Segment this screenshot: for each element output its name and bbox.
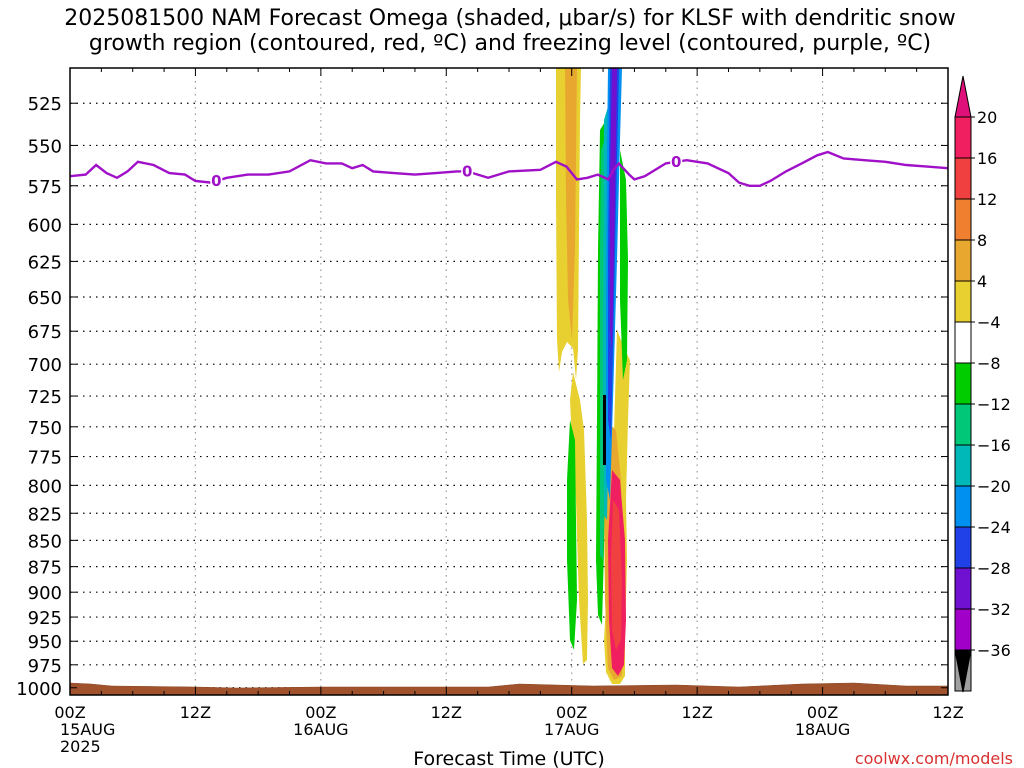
y-tick-label-950: 950 (28, 632, 62, 653)
chart-title: 2025081500 NAM Forecast Omega (shaded, μ… (0, 6, 1020, 56)
colorbar-label-11: −28 (977, 559, 1011, 578)
freezing-level-label-2: 0 (671, 153, 681, 171)
y-tick-label-575: 575 (28, 177, 62, 198)
colorbar-bottom-arrow (954, 649, 972, 693)
colorbar-swatch-5 (954, 321, 972, 364)
omega-region-red-core (611, 500, 622, 650)
x-tick-label-7-1: 12Z (932, 703, 963, 722)
y-tick-label-850: 850 (28, 531, 62, 552)
colorbar-label-6: −8 (977, 354, 1001, 373)
colorbar-swatch-10 (954, 526, 972, 569)
y-tick-label-775: 775 (28, 448, 62, 469)
colorbar-top-arrow (954, 75, 972, 118)
x-tick-label-4-1: 00Z (556, 703, 587, 722)
colorbar-swatch-2 (954, 198, 972, 241)
colorbar-swatch-11 (954, 567, 972, 610)
x-tick-label-0-2: 15AUG (60, 720, 115, 739)
y-tick-label-525: 525 (28, 94, 62, 115)
colorbar: 20 16 12 8 4 −4 −8 −12 −16 −20 −24 −28 −32 −36 (954, 75, 1011, 693)
y-tick-label-800: 800 (28, 476, 62, 497)
colorbar-swatch-6 (954, 362, 972, 405)
y-tick-label-875: 875 (28, 558, 62, 579)
credit-text: coolwx.com/models (855, 749, 1013, 768)
omega-region-orange-core (565, 68, 577, 340)
colorbar-label-1: 16 (977, 149, 997, 168)
x-tick-label-3-1: 12Z (431, 703, 462, 722)
colorbar-label-9: −20 (977, 477, 1011, 496)
y-tick-label-750: 750 (28, 418, 62, 439)
y-tick-label-675: 675 (28, 322, 62, 343)
freezing-label-bg-2 (670, 152, 683, 169)
y-tick-label-600: 600 (28, 215, 62, 236)
x-tick-label-2-2: 16AUG (293, 720, 348, 739)
x-tick-label-5-1: 12Z (681, 703, 712, 722)
plot-area (70, 68, 948, 695)
colorbar-label-4: 4 (977, 272, 987, 291)
omega-region-green-right (620, 150, 628, 380)
x-tick-label-4-2: 17AUG (544, 720, 599, 739)
y-tick-label-625: 625 (28, 252, 62, 273)
freezing-level-line (70, 150, 948, 187)
colorbar-swatch-0 (954, 116, 972, 159)
colorbar-label-3: 8 (977, 231, 987, 250)
y-tick-label-825: 825 (28, 504, 62, 525)
omega-region-black-sliver (603, 395, 606, 465)
colorbar-label-13: −36 (977, 641, 1011, 660)
freezing-level-label-1: 0 (462, 162, 472, 180)
x-tick-label-0-3: 2025 (60, 737, 101, 756)
x-tick-label-2-1: 00Z (305, 703, 336, 722)
colorbar-swatch-3 (954, 239, 972, 282)
grid-lines (70, 68, 948, 695)
x-tick-label-0-1: 00Z (54, 703, 85, 722)
colorbar-label-7: −12 (977, 395, 1011, 414)
y-tick-label-700: 700 (28, 355, 62, 376)
colorbar-swatch-9 (954, 485, 972, 528)
x-axis-label: Forecast Time (UTC) (413, 748, 604, 768)
y-tick-label-725: 725 (28, 387, 62, 408)
y-tick-label-900: 900 (28, 583, 62, 604)
colorbar-label-8: −16 (977, 436, 1011, 455)
colorbar-swatch-12 (954, 608, 972, 651)
colorbar-label-12: −32 (977, 600, 1011, 619)
y-tick-label-925: 925 (28, 608, 62, 629)
colorbar-swatch-7 (954, 403, 972, 446)
y-axis: 525 550 575 600 625 650 675 700 725 750 775 800 825 8… (16, 94, 948, 700)
colorbar-swatch-4 (954, 280, 972, 323)
title-line-1: 2025081500 NAM Forecast Omega (shaded, μ… (64, 6, 956, 31)
y-tick-label-1000: 1000 (16, 679, 62, 700)
colorbar-label-5: −4 (977, 313, 1001, 332)
title-line-2: growth region (contoured, red, ºC) and f… (88, 31, 932, 56)
colorbar-label-10: −24 (977, 518, 1011, 537)
y-tick-label-550: 550 (28, 136, 62, 157)
x-tick-label-1-1: 12Z (180, 703, 211, 722)
y-tick-label-650: 650 (28, 288, 62, 309)
colorbar-swatch-8 (954, 444, 972, 487)
freezing-level-label-0: 0 (211, 172, 221, 190)
omega-region-purple-core (610, 68, 617, 350)
colorbar-label-0: 20 (977, 108, 997, 127)
omega-region-green-left (567, 420, 577, 650)
x-tick-label-6-2: 18AUG (795, 720, 850, 739)
freezing-label-bg-0 (210, 172, 223, 189)
freezing-label-bg-1 (461, 162, 474, 179)
colorbar-label-2: 12 (977, 190, 997, 209)
y-tick-label-975: 975 (28, 656, 62, 677)
colorbar-swatch-1 (954, 157, 972, 200)
x-tick-label-6-1: 00Z (807, 703, 838, 722)
freezing-level-contour: 0 0 0 (70, 150, 948, 190)
